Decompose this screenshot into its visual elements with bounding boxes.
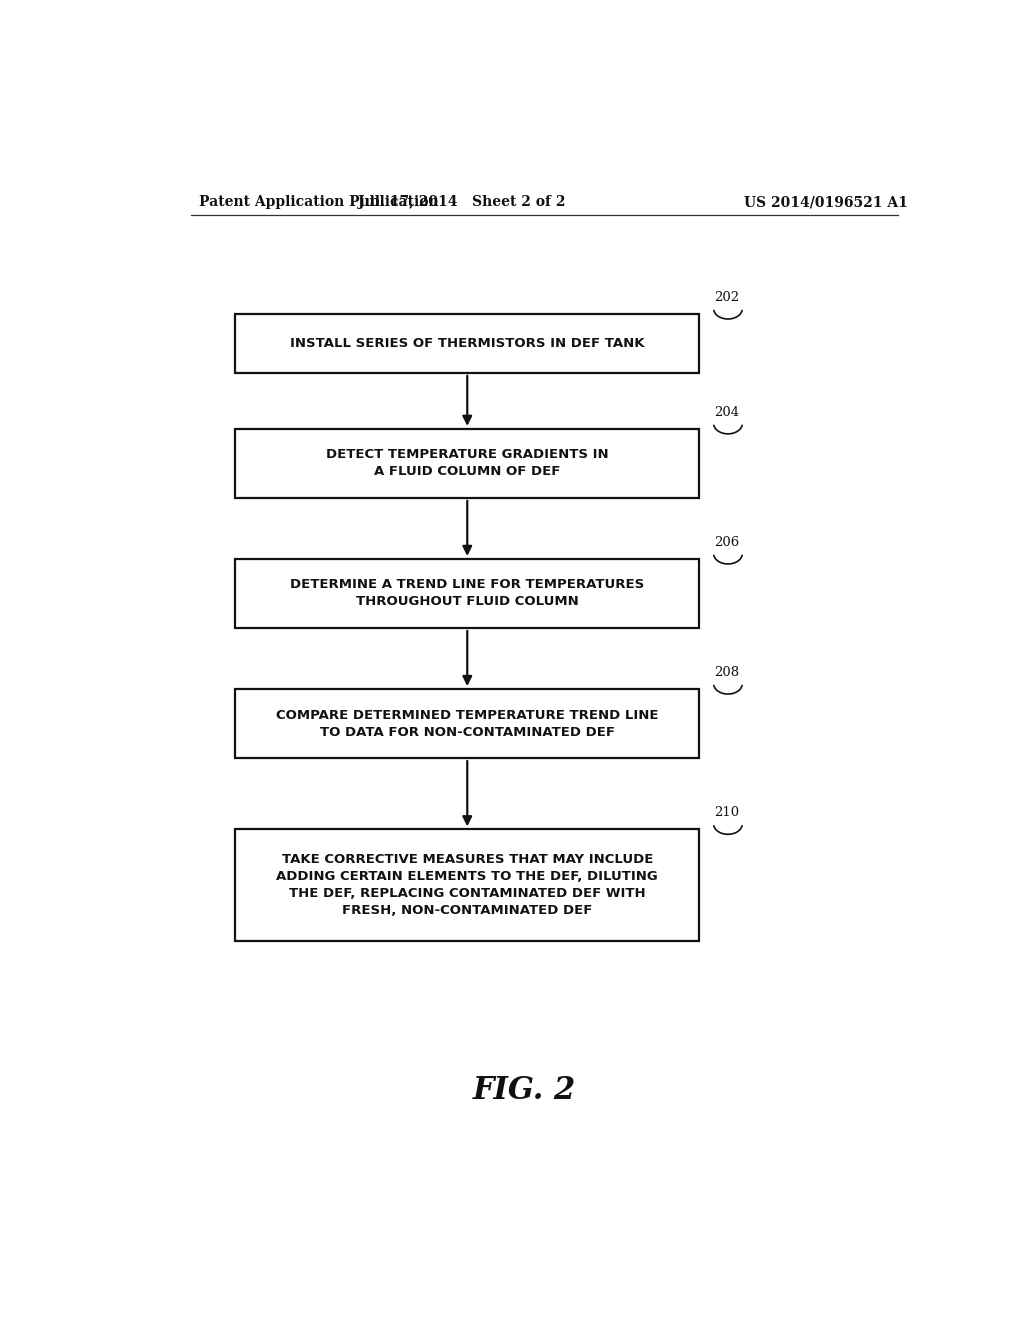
Text: FIG. 2: FIG. 2 bbox=[473, 1074, 577, 1106]
Text: Patent Application Publication: Patent Application Publication bbox=[200, 195, 439, 209]
FancyBboxPatch shape bbox=[236, 689, 699, 758]
Text: DETERMINE A TREND LINE FOR TEMPERATURES
THROUGHOUT FLUID COLUMN: DETERMINE A TREND LINE FOR TEMPERATURES … bbox=[290, 578, 644, 609]
FancyBboxPatch shape bbox=[236, 558, 699, 628]
Text: 208: 208 bbox=[714, 665, 738, 678]
Text: 202: 202 bbox=[714, 290, 738, 304]
FancyBboxPatch shape bbox=[236, 314, 699, 372]
Text: COMPARE DETERMINED TEMPERATURE TREND LINE
TO DATA FOR NON-CONTAMINATED DEF: COMPARE DETERMINED TEMPERATURE TREND LIN… bbox=[276, 709, 658, 738]
Text: 210: 210 bbox=[714, 807, 738, 818]
Text: Jul. 17, 2014   Sheet 2 of 2: Jul. 17, 2014 Sheet 2 of 2 bbox=[357, 195, 565, 209]
Text: DETECT TEMPERATURE GRADIENTS IN
A FLUID COLUMN OF DEF: DETECT TEMPERATURE GRADIENTS IN A FLUID … bbox=[326, 449, 608, 478]
Text: 204: 204 bbox=[714, 405, 738, 418]
FancyBboxPatch shape bbox=[236, 429, 699, 498]
Text: INSTALL SERIES OF THERMISTORS IN DEF TANK: INSTALL SERIES OF THERMISTORS IN DEF TAN… bbox=[290, 337, 644, 350]
Text: US 2014/0196521 A1: US 2014/0196521 A1 bbox=[744, 195, 908, 209]
FancyBboxPatch shape bbox=[236, 829, 699, 941]
Text: TAKE CORRECTIVE MEASURES THAT MAY INCLUDE
ADDING CERTAIN ELEMENTS TO THE DEF, DI: TAKE CORRECTIVE MEASURES THAT MAY INCLUD… bbox=[276, 853, 658, 917]
Text: 206: 206 bbox=[714, 536, 739, 549]
